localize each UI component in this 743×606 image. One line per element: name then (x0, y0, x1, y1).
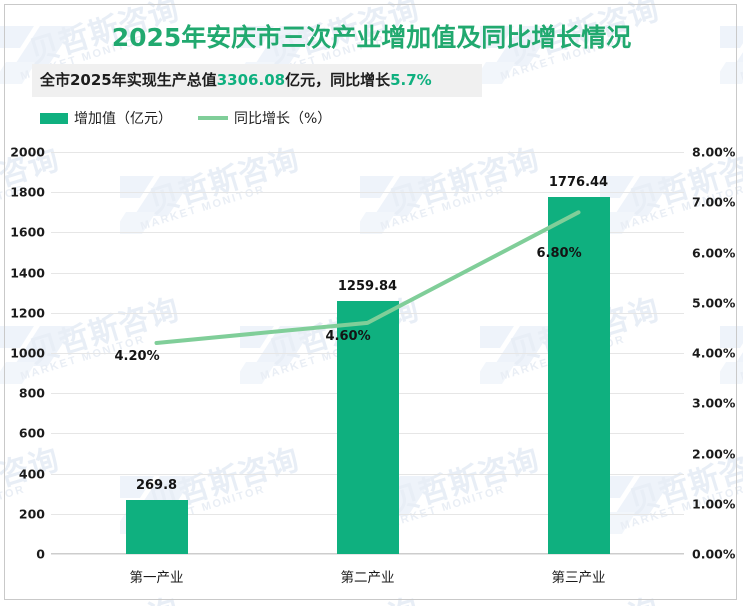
growth-value-label: 4.60% (325, 328, 371, 344)
left-axis-labels: 0 200 400 600 800 1000 1200 1400 1600 1800 2000 (0, 145, 45, 562)
growth-line-path (154, 210, 581, 345)
left-axis-tick-label: 1200 (10, 305, 45, 321)
chart-title: 2025年安庆市三次产业增加值及同比增长情况 (111, 23, 632, 52)
growth-value-label: 4.20% (114, 348, 160, 364)
bar[interactable] (547, 196, 610, 554)
left-axis-tick-label: 600 (18, 425, 45, 441)
bar-value-label: 1776.44 (548, 174, 609, 190)
left-axis-tick-label: 2000 (10, 144, 45, 160)
growth-value-label: 6.80% (536, 246, 582, 262)
category-label: 第一产业 (129, 570, 184, 586)
right-axis-tick-label: 0.00% (692, 546, 736, 562)
left-axis-tick-label: 1800 (10, 184, 45, 200)
chart-legend: 增加值（亿元） 同比增长（%） (40, 108, 331, 128)
left-axis-tick-label: 400 (18, 466, 45, 482)
left-axis-tick-label: 1000 (10, 345, 45, 361)
right-axis-tick-label: 1.00% (692, 496, 736, 512)
subtitle-growth-value: 5.7% (390, 71, 432, 89)
right-axis-tick-label: 5.00% (692, 295, 736, 311)
category-label: 第三产业 (551, 570, 606, 586)
right-axis-tick-label: 4.00% (692, 345, 736, 361)
gridline (51, 554, 684, 555)
right-axis-tick-label: 2.00% (692, 446, 736, 461)
bar-value-label: 269.8 (135, 477, 178, 493)
chart-subtitle: 全市2025年实现生产总值3306.08亿元，同比增长5.7% (40, 64, 432, 97)
legend-item-line[interactable]: 同比增长（%） (198, 108, 331, 128)
subtitle-prefix: 全市2025年实现生产总值 (40, 71, 217, 89)
subtitle-mid: 亿元，同比增长 (285, 71, 391, 89)
category-axis-labels: 第一产业 第二产业 第三产业 (51, 566, 684, 590)
right-axis-tick-label: 8.00% (692, 144, 736, 160)
right-axis-tick-label: 7.00% (692, 194, 736, 210)
left-axis-tick-label: 1600 (10, 224, 45, 240)
right-axis-tick-label: 3.00% (692, 395, 736, 411)
legend-bar-label: 增加值（亿元） (74, 111, 172, 127)
left-axis-tick-label: 800 (18, 385, 45, 401)
left-axis-tick-label: 0 (36, 546, 45, 562)
gridline (51, 152, 684, 153)
category-label: 第二产业 (340, 570, 395, 586)
bar-value-label: 1259.84 (337, 278, 398, 294)
gridline (51, 272, 684, 274)
legend-bar-swatch-icon (40, 112, 68, 124)
growth-line-series (154, 210, 581, 345)
legend-line-label: 同比增长（%） (234, 111, 332, 127)
plot-area: 269.8 1259.84 1776.44 4.20% 4.60% 6.80% (51, 152, 684, 555)
left-axis-tick-label: 1400 (10, 265, 45, 281)
right-axis-tick-label: 6.00% (692, 245, 736, 260)
subtitle-gdp-value: 3306.08 (216, 71, 286, 89)
left-axis-tick-label: 200 (18, 506, 45, 522)
legend-line-swatch-icon (198, 116, 228, 120)
right-axis-labels: 0.00% 1.00% 2.00% 3.00% 4.00% 5.00% 6.00% 7.00%… (692, 145, 743, 562)
legend-item-bar[interactable]: 增加值（亿元） (40, 108, 172, 128)
